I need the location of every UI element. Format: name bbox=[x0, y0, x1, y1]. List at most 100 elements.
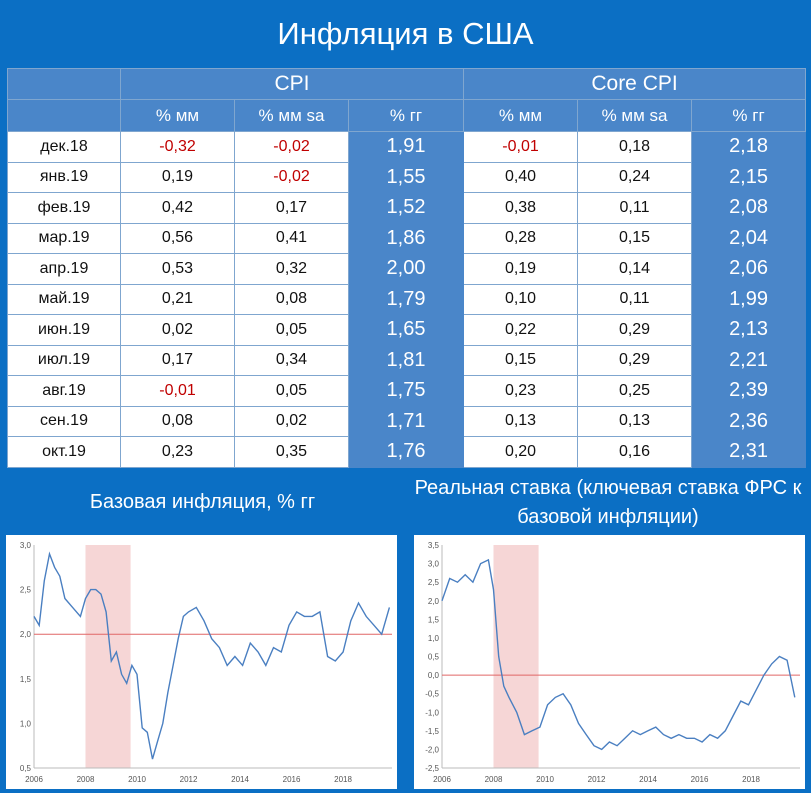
row-month: авг.19 bbox=[7, 375, 121, 407]
y-tick-label: 3,5 bbox=[428, 541, 440, 550]
x-tick-label: 2016 bbox=[283, 775, 301, 784]
chart-title-real-rate: Реальная ставка (ключевая ставка ФРС к б… bbox=[414, 477, 802, 528]
table-row: июл.19 0,17 0,34 1,81 0,15 0,29 2,21 bbox=[7, 344, 807, 376]
table-cell: 2,00 bbox=[347, 253, 465, 285]
y-tick-label: 1,0 bbox=[20, 719, 32, 728]
table-cell: 2,36 bbox=[691, 405, 807, 437]
table-body: дек.18 -0,32 -0,02 1,91 -0,01 0,18 2,18 янв.19 0… bbox=[7, 131, 807, 468]
table-cell: -0,02 bbox=[234, 131, 349, 163]
table-cell: 0,40 bbox=[463, 161, 579, 193]
y-tick-label: -0,5 bbox=[425, 690, 439, 699]
table-row: мар.19 0,56 0,41 1,86 0,28 0,15 2,04 bbox=[7, 222, 807, 254]
table-cell: 0,16 bbox=[577, 436, 693, 468]
table-cell: 0,23 bbox=[120, 436, 235, 468]
table-cell: 0,41 bbox=[234, 222, 349, 254]
y-tick-label: 3,0 bbox=[428, 560, 440, 569]
table-row: окт.19 0,23 0,35 1,76 0,20 0,16 2,31 bbox=[7, 436, 807, 468]
table-cell: 0,24 bbox=[577, 161, 693, 193]
group-header-core-cpi: Core CPI bbox=[463, 68, 807, 100]
row-month: окт.19 bbox=[7, 436, 121, 468]
chart-real-rate: -2,5 -2,0 -1,5 -1,0 -0,5 0,0 0,5 1,0 1,5 2,0 2,5 3,… bbox=[414, 535, 805, 789]
y-tick-label: 0,0 bbox=[428, 671, 440, 680]
table-cell: -0,01 bbox=[120, 375, 235, 407]
column-header: % мм sa bbox=[234, 99, 349, 132]
row-month: дек.18 bbox=[7, 131, 121, 163]
table-cell: 0,14 bbox=[577, 253, 693, 285]
inflation-table: CPI Core CPI % мм % мм sa % гг % мм % мм… bbox=[7, 68, 807, 468]
x-tick-label: 2012 bbox=[180, 775, 198, 784]
table-cell: 0,17 bbox=[120, 344, 235, 376]
table-cell: 0,18 bbox=[577, 131, 693, 163]
table-cell: 0,13 bbox=[463, 405, 579, 437]
y-tick-label: 1,0 bbox=[428, 634, 440, 643]
table-cell: 0,11 bbox=[577, 283, 693, 315]
table-cell: 0,08 bbox=[234, 283, 349, 315]
x-tick-label: 2008 bbox=[77, 775, 95, 784]
table-cell: 1,65 bbox=[347, 314, 465, 346]
table-corner bbox=[7, 68, 121, 100]
x-tick-label: 2014 bbox=[639, 775, 657, 784]
table-cell: 0,02 bbox=[120, 314, 235, 346]
table-cell: 0,19 bbox=[463, 253, 579, 285]
table-cell: 1,71 bbox=[347, 405, 465, 437]
x-tick-label: 2014 bbox=[231, 775, 249, 784]
table-cell: 1,55 bbox=[347, 161, 465, 193]
table-cell: 1,91 bbox=[347, 131, 465, 163]
recession-band bbox=[493, 545, 539, 768]
table-cell: 1,75 bbox=[347, 375, 465, 407]
y-tick-label: 0,5 bbox=[20, 764, 32, 773]
table-row: авг.19 -0,01 0,05 1,75 0,23 0,25 2,39 bbox=[7, 375, 807, 407]
table-row: сен.19 0,08 0,02 1,71 0,13 0,13 2,36 bbox=[7, 405, 807, 437]
x-tick-label: 2006 bbox=[25, 775, 43, 784]
table-cell: 0,20 bbox=[463, 436, 579, 468]
table-cell: 2,08 bbox=[691, 192, 807, 224]
group-header-cpi: CPI bbox=[119, 68, 465, 100]
table-cell: 0,35 bbox=[234, 436, 349, 468]
y-tick-label: 2,5 bbox=[428, 578, 440, 587]
column-header: % гг bbox=[347, 99, 465, 132]
column-header: % мм bbox=[120, 99, 235, 132]
table-cell: 2,31 bbox=[691, 436, 807, 468]
table-cell: 0,10 bbox=[463, 283, 579, 315]
y-tick-label: 1,5 bbox=[20, 675, 32, 684]
table-cell: 2,06 bbox=[691, 253, 807, 285]
table-row: апр.19 0,53 0,32 2,00 0,19 0,14 2,06 bbox=[7, 253, 807, 285]
x-tick-label: 2008 bbox=[485, 775, 503, 784]
table-cell: 0,29 bbox=[577, 344, 693, 376]
table-cell: 0,53 bbox=[120, 253, 235, 285]
table-cell: 2,04 bbox=[691, 222, 807, 254]
table-cell: 0,34 bbox=[234, 344, 349, 376]
table-cell: 1,86 bbox=[347, 222, 465, 254]
y-tick-label: 1,5 bbox=[428, 615, 440, 624]
table-cell: 0,42 bbox=[120, 192, 235, 224]
row-month: фев.19 bbox=[7, 192, 121, 224]
table-cell: 0,38 bbox=[463, 192, 579, 224]
column-header: % мм bbox=[463, 99, 579, 132]
table-cell: 0,08 bbox=[120, 405, 235, 437]
table-cell: 0,29 bbox=[577, 314, 693, 346]
x-tick-label: 2010 bbox=[128, 775, 146, 784]
table-cell: -0,01 bbox=[463, 131, 579, 163]
y-tick-label: -2,0 bbox=[425, 745, 439, 754]
recession-band bbox=[85, 545, 131, 768]
table-cell: 0,23 bbox=[463, 375, 579, 407]
x-tick-label: 2006 bbox=[433, 775, 451, 784]
x-tick-label: 2018 bbox=[334, 775, 352, 784]
y-tick-label: 2,5 bbox=[20, 586, 32, 595]
y-tick-label: 3,0 bbox=[20, 541, 32, 550]
table-cell: 2,39 bbox=[691, 375, 807, 407]
y-tick-label: 0,5 bbox=[428, 653, 440, 662]
chart-title-core: Базовая инфляция, % гг bbox=[89, 491, 316, 513]
table-cell: 0,17 bbox=[234, 192, 349, 224]
table-row: янв.19 0,19 -0,02 1,55 0,40 0,24 2,15 bbox=[7, 161, 807, 193]
table-cell: 0,25 bbox=[577, 375, 693, 407]
table-cell: 2,18 bbox=[691, 131, 807, 163]
table-cell: 1,52 bbox=[347, 192, 465, 224]
table-cell: 0,21 bbox=[120, 283, 235, 315]
table-cell: 1,76 bbox=[347, 436, 465, 468]
y-tick-label: -1,5 bbox=[425, 727, 439, 736]
y-tick-label: -2,5 bbox=[425, 764, 439, 773]
table-cell: 0,15 bbox=[577, 222, 693, 254]
table-cell: 0,13 bbox=[577, 405, 693, 437]
table-corner bbox=[7, 99, 121, 132]
